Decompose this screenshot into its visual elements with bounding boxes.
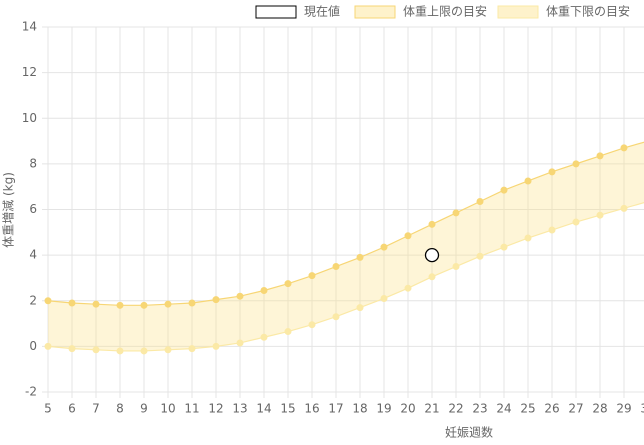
point: [380, 243, 388, 251]
point: [308, 272, 316, 280]
point: [332, 263, 340, 271]
y-tick-label: 12: [22, 65, 37, 79]
point: [620, 204, 628, 212]
point: [44, 297, 52, 305]
x-tick-label: 14: [256, 402, 271, 416]
x-tick-label: 15: [280, 402, 295, 416]
point: [404, 284, 412, 292]
x-tick-label: 11: [184, 402, 199, 416]
point: [476, 198, 484, 206]
x-tick-label: 26: [544, 402, 559, 416]
x-tick-label: 27: [568, 402, 583, 416]
y-tick-label: -2: [25, 385, 37, 399]
legend-label: 現在値: [304, 4, 340, 19]
point: [380, 294, 388, 302]
legend-label: 体重上限の目安: [403, 4, 487, 19]
x-tick-label: 10: [160, 402, 175, 416]
point: [356, 253, 364, 261]
x-tick-label: 17: [328, 402, 343, 416]
point: [188, 299, 196, 307]
series-line: [47, 202, 644, 352]
point: [188, 345, 196, 353]
point: [476, 252, 484, 260]
point: [164, 346, 172, 354]
point: [116, 347, 124, 355]
point: [572, 160, 580, 168]
x-tick-label: 16: [304, 402, 319, 416]
point: [284, 280, 292, 288]
y-axis-title: 体重増減 (kg): [1, 172, 16, 248]
legend-swatch: [354, 5, 396, 19]
point: [236, 292, 244, 300]
point: [596, 211, 604, 219]
x-tick-label: 19: [376, 402, 391, 416]
point: [116, 301, 124, 309]
x-tick-label: 20: [400, 402, 415, 416]
point: [44, 342, 52, 350]
x-tick-label: 5: [44, 402, 52, 416]
point: [596, 152, 604, 160]
point: [524, 234, 532, 242]
y-tick-label: 2: [29, 293, 37, 307]
x-tick-label: 12: [208, 402, 223, 416]
x-tick-label: 9: [140, 402, 148, 416]
point: [260, 333, 268, 341]
x-tick-label: 30: [640, 402, 644, 416]
x-tick-label: 6: [68, 402, 76, 416]
point: [92, 300, 100, 308]
point: [164, 300, 172, 308]
point: [284, 328, 292, 336]
point: [620, 144, 628, 152]
point: [524, 177, 532, 185]
point: [428, 220, 436, 228]
x-tick-label: 29: [616, 402, 631, 416]
point: [68, 299, 76, 307]
x-tick-label: 25: [520, 402, 535, 416]
current-point: [424, 247, 440, 263]
point: [140, 301, 148, 309]
x-axis-title: 妊娠週数: [445, 425, 493, 440]
y-tick-label: 8: [29, 156, 37, 170]
y-tick-label: 4: [29, 248, 37, 262]
x-tick-label: 13: [232, 402, 247, 416]
legend-swatch: [497, 5, 539, 19]
series-line: [47, 141, 644, 306]
point: [212, 342, 220, 350]
point: [140, 347, 148, 355]
point: [548, 168, 556, 176]
x-tick-label: 22: [448, 402, 463, 416]
point: [212, 296, 220, 304]
point: [428, 273, 436, 281]
y-tick-label: 0: [29, 339, 37, 353]
y-tick-label: 10: [22, 111, 37, 125]
y-tick-label: 6: [29, 202, 37, 216]
point: [500, 186, 508, 194]
x-tick-label: 8: [116, 402, 124, 416]
point: [236, 339, 244, 347]
point: [452, 263, 460, 271]
y-tick-label: 14: [22, 20, 37, 34]
x-tick-label: 23: [472, 402, 487, 416]
x-tick-label: 18: [352, 402, 367, 416]
point: [404, 232, 412, 240]
x-tick-label: 24: [496, 402, 511, 416]
point: [500, 243, 508, 251]
point: [68, 345, 76, 353]
point: [92, 346, 100, 354]
x-tick-label: 7: [92, 402, 100, 416]
legend-label: 体重下限の目安: [546, 4, 630, 19]
point: [260, 286, 268, 294]
point: [332, 313, 340, 321]
x-tick-label: 28: [592, 402, 607, 416]
legend-swatch: [255, 5, 297, 19]
x-tick-label: 21: [424, 402, 439, 416]
point: [452, 209, 460, 217]
point: [308, 321, 316, 329]
point: [572, 218, 580, 226]
point: [548, 226, 556, 234]
point: [356, 304, 364, 312]
